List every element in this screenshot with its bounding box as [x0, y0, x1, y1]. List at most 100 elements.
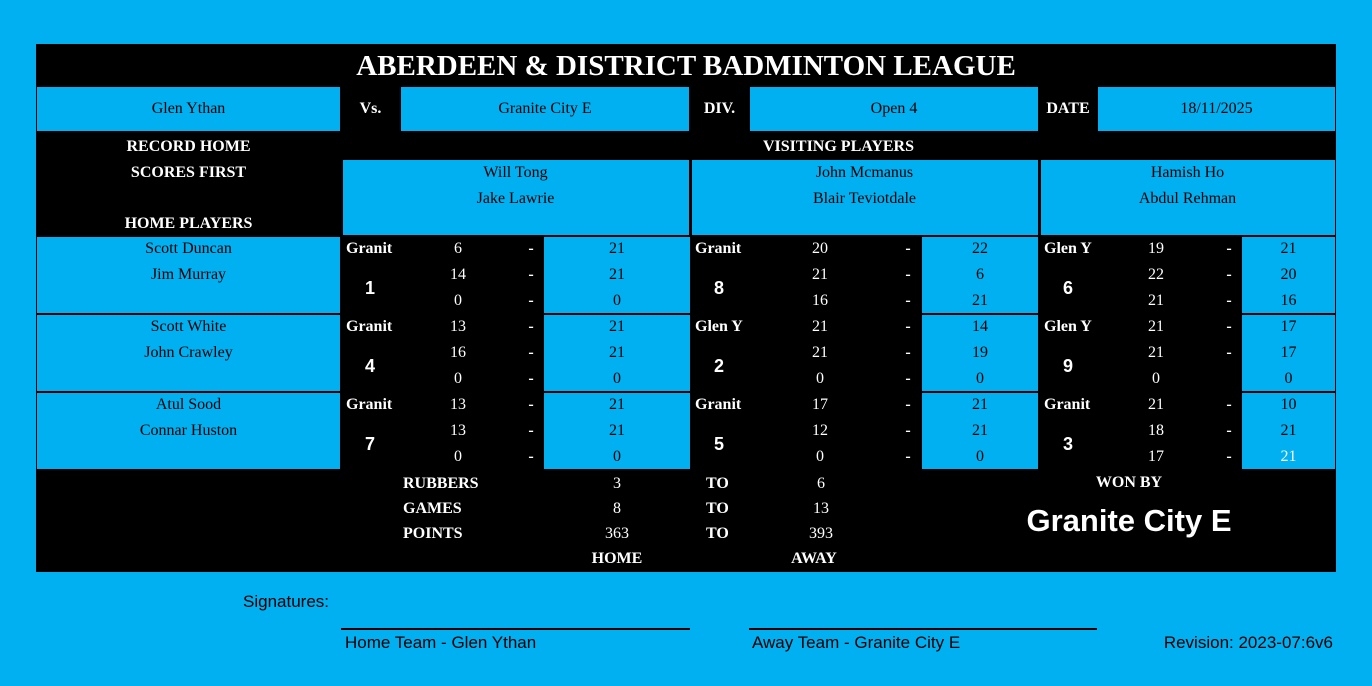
home-game-score[interactable]: 20	[812, 240, 828, 257]
home-team-field[interactable]: Glen Ythan	[37, 87, 340, 131]
score-dash: -	[905, 292, 911, 309]
date-field[interactable]: 18/11/2025	[1098, 87, 1335, 131]
visiting-pair-cell[interactable]	[692, 160, 1038, 235]
home-game-score[interactable]: 21	[812, 318, 828, 335]
visiting-pair-cell[interactable]	[343, 160, 689, 235]
home-game-score[interactable]: 13	[450, 318, 466, 335]
score-dash: -	[528, 370, 534, 387]
home-game-score[interactable]: 21	[1148, 292, 1164, 309]
away-game-score[interactable]: 20	[1280, 266, 1297, 283]
home-game-score[interactable]: 16	[812, 292, 828, 309]
home-game-score[interactable]: 13	[450, 422, 466, 439]
away-game-score[interactable]: 21	[609, 422, 625, 439]
away-game-score[interactable]: 0	[613, 448, 621, 465]
away-score-cell[interactable]	[1242, 315, 1335, 391]
away-game-score[interactable]: 21	[609, 240, 625, 257]
away-game-score[interactable]: 21	[609, 318, 625, 335]
away-game-score[interactable]: 21	[1280, 240, 1297, 257]
away-game-score[interactable]: 21	[609, 266, 625, 283]
home-pair-cell[interactable]	[37, 237, 340, 313]
visiting-player-name: Blair Teviotdale	[813, 190, 916, 207]
away-game-score[interactable]: 21	[609, 344, 625, 361]
home-game-score[interactable]: 16	[450, 344, 466, 361]
rubber-winner: Glen Y	[695, 318, 743, 335]
home-player-name: Scott Duncan	[145, 240, 232, 257]
away-score-cell[interactable]	[1242, 393, 1335, 469]
home-game-score[interactable]: 6	[454, 240, 462, 257]
away-game-score[interactable]: 21	[972, 422, 988, 439]
score-dash: -	[528, 266, 534, 283]
match-winner: Granite City E	[1026, 503, 1232, 538]
away-game-score[interactable]: 16	[1280, 292, 1297, 309]
away-score-cell[interactable]	[922, 393, 1038, 469]
rubber-number: 2	[713, 356, 724, 376]
score-dash: -	[528, 422, 534, 439]
home-game-score[interactable]: 17	[1148, 448, 1164, 465]
home-players-label: HOME PLAYERS	[124, 215, 253, 232]
away-game-score[interactable]: 19	[972, 344, 988, 361]
away-game-score[interactable]: 0	[1284, 370, 1293, 387]
away-game-score[interactable]: 21	[1280, 422, 1297, 439]
home-game-score[interactable]: 19	[1148, 240, 1164, 257]
home-game-score[interactable]: 17	[812, 396, 828, 413]
away-game-score[interactable]: 0	[976, 370, 984, 387]
score-dash: -	[1226, 266, 1232, 283]
away-game-score[interactable]: 0	[976, 448, 984, 465]
away-score-cell[interactable]	[922, 315, 1038, 391]
rubber-number: 7	[364, 434, 375, 454]
home-signature-line[interactable]	[341, 628, 690, 630]
home-game-score[interactable]: 12	[812, 422, 828, 439]
home-game-score[interactable]: 13	[450, 396, 466, 413]
points-home: 363	[605, 525, 629, 542]
points-away: 393	[809, 525, 833, 542]
home-game-score[interactable]: 21	[812, 344, 828, 361]
home-game-score[interactable]: 18	[1148, 422, 1164, 439]
away-game-score[interactable]: 0	[613, 292, 621, 309]
away-game-score[interactable]: 17	[1280, 318, 1297, 335]
home-game-score[interactable]: 21	[1148, 396, 1164, 413]
away-game-score[interactable]: 21	[1280, 448, 1297, 465]
away-game-score[interactable]: 17	[1280, 344, 1297, 361]
home-game-score[interactable]: 22	[1148, 266, 1164, 283]
home-signature-label: Home Team - Glen Ythan	[345, 633, 537, 652]
away-score-cell[interactable]	[544, 237, 690, 313]
visiting-pair-cell[interactable]	[1041, 160, 1335, 235]
home-pair-cell[interactable]	[37, 315, 340, 391]
away-game-score[interactable]: 0	[613, 370, 621, 387]
away-score-cell[interactable]	[544, 315, 690, 391]
away-game-score[interactable]: 10	[1280, 396, 1297, 413]
away-game-score[interactable]: 21	[972, 292, 988, 309]
home-game-score[interactable]: 0	[454, 448, 462, 465]
away-score-cell[interactable]	[1242, 237, 1335, 313]
home-game-score[interactable]: 0	[1152, 370, 1160, 387]
home-game-score[interactable]: 0	[454, 292, 462, 309]
away-game-score[interactable]: 21	[972, 396, 988, 413]
rubber-number: 6	[1062, 278, 1073, 298]
games-home: 8	[613, 500, 621, 517]
home-game-score[interactable]: 21	[1148, 318, 1164, 335]
away-score-cell[interactable]	[544, 393, 690, 469]
division-field[interactable]: Open 4	[750, 87, 1038, 131]
score-dash: -	[905, 318, 911, 335]
home-game-score[interactable]: 21	[1148, 344, 1164, 361]
home-game-score[interactable]: 14	[450, 266, 466, 283]
away-game-score[interactable]: 14	[972, 318, 988, 335]
away-score-cell[interactable]	[922, 237, 1038, 313]
scores-first-label: SCORES FIRST	[130, 164, 247, 181]
away-game-score[interactable]: 22	[972, 240, 988, 257]
away-team-field[interactable]: Granite City E	[401, 87, 689, 131]
home-game-score[interactable]: 0	[816, 448, 824, 465]
away-signature-line[interactable]	[749, 628, 1097, 630]
score-dash: -	[905, 448, 911, 465]
home-game-score[interactable]: 0	[454, 370, 462, 387]
score-dash: -	[1226, 240, 1232, 257]
away-game-score[interactable]: 6	[976, 266, 984, 283]
home-player-name: Scott White	[150, 318, 227, 335]
score-dash: -	[905, 240, 911, 257]
visiting-player-name: Will Tong	[483, 164, 548, 181]
home-game-score[interactable]: 0	[816, 370, 824, 387]
home-pair-cell[interactable]	[37, 393, 340, 469]
score-dash: -	[1226, 344, 1232, 361]
away-game-score[interactable]: 21	[609, 396, 625, 413]
home-game-score[interactable]: 21	[812, 266, 828, 283]
